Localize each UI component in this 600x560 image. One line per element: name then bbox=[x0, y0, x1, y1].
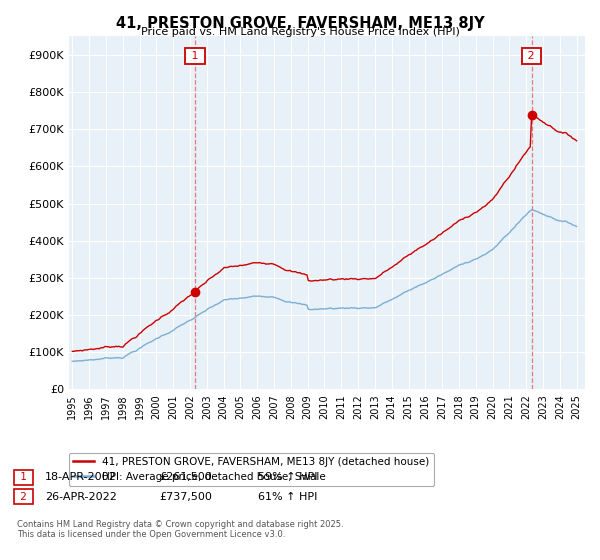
Text: 41, PRESTON GROVE, FAVERSHAM, ME13 8JY: 41, PRESTON GROVE, FAVERSHAM, ME13 8JY bbox=[116, 16, 484, 31]
Text: 2: 2 bbox=[524, 51, 539, 61]
Legend: 41, PRESTON GROVE, FAVERSHAM, ME13 8JY (detached house), HPI: Average price, det: 41, PRESTON GROVE, FAVERSHAM, ME13 8JY (… bbox=[69, 452, 434, 486]
Text: 26-APR-2022: 26-APR-2022 bbox=[45, 492, 117, 502]
Text: 1: 1 bbox=[17, 472, 30, 482]
Text: Contains HM Land Registry data © Crown copyright and database right 2025.
This d: Contains HM Land Registry data © Crown c… bbox=[17, 520, 343, 539]
Text: £261,500: £261,500 bbox=[159, 472, 212, 482]
Text: 1: 1 bbox=[188, 51, 202, 61]
Text: Price paid vs. HM Land Registry's House Price Index (HPI): Price paid vs. HM Land Registry's House … bbox=[140, 27, 460, 37]
Text: £737,500: £737,500 bbox=[159, 492, 212, 502]
Text: 18-APR-2002: 18-APR-2002 bbox=[45, 472, 117, 482]
Text: 59% ↑ HPI: 59% ↑ HPI bbox=[258, 472, 317, 482]
Text: 61% ↑ HPI: 61% ↑ HPI bbox=[258, 492, 317, 502]
Text: 2: 2 bbox=[17, 492, 30, 502]
